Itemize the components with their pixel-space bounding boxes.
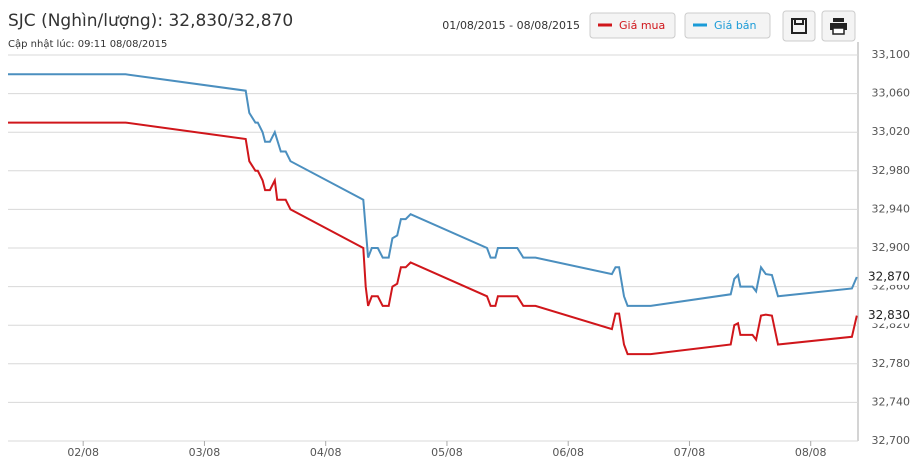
print-icon xyxy=(830,18,847,35)
y-tick-label: 33,100 xyxy=(872,48,911,61)
x-tick-label: 03/08 xyxy=(189,446,221,459)
end-label: 32,870 xyxy=(868,269,910,283)
x-tick-label: 05/08 xyxy=(431,446,463,459)
y-tick-label: 32,900 xyxy=(872,241,911,254)
y-tick-label: 32,700 xyxy=(872,434,911,447)
save-icon xyxy=(791,18,807,34)
legend-button[interactable] xyxy=(684,12,771,39)
x-tick-label: 08/08 xyxy=(795,446,827,459)
x-tick-label: 07/08 xyxy=(674,446,706,459)
legend-label: Giá bán xyxy=(714,19,757,32)
date-range: 01/08/2015 - 08/08/2015 xyxy=(442,19,580,32)
save-button[interactable] xyxy=(782,10,816,42)
end-label-bg xyxy=(861,268,913,285)
y-tick-label: 33,020 xyxy=(872,125,911,138)
chart-title: SJC (Nghìn/lượng): 32,830/32,870 xyxy=(8,11,293,31)
x-tick-label: 02/08 xyxy=(67,446,99,459)
line xyxy=(8,73,858,307)
end-label: 32,830 xyxy=(868,308,910,322)
chart-subtitle: Cập nhật lúc: 09:11 08/08/2015 xyxy=(8,38,167,50)
line xyxy=(8,121,858,356)
end-label-bg xyxy=(861,307,913,324)
legend-button[interactable] xyxy=(589,12,676,39)
y-tick-label: 33,060 xyxy=(872,87,911,100)
legend-label: Giá mua xyxy=(619,19,665,32)
x-tick-label: 06/08 xyxy=(552,446,584,459)
x-tick-label: 04/08 xyxy=(310,446,342,459)
y-tick-label: 32,740 xyxy=(872,395,911,408)
y-tick-label: 32,940 xyxy=(872,202,911,215)
y-tick-label: 32,980 xyxy=(872,164,911,177)
y-tick-label: 32,780 xyxy=(872,357,911,370)
